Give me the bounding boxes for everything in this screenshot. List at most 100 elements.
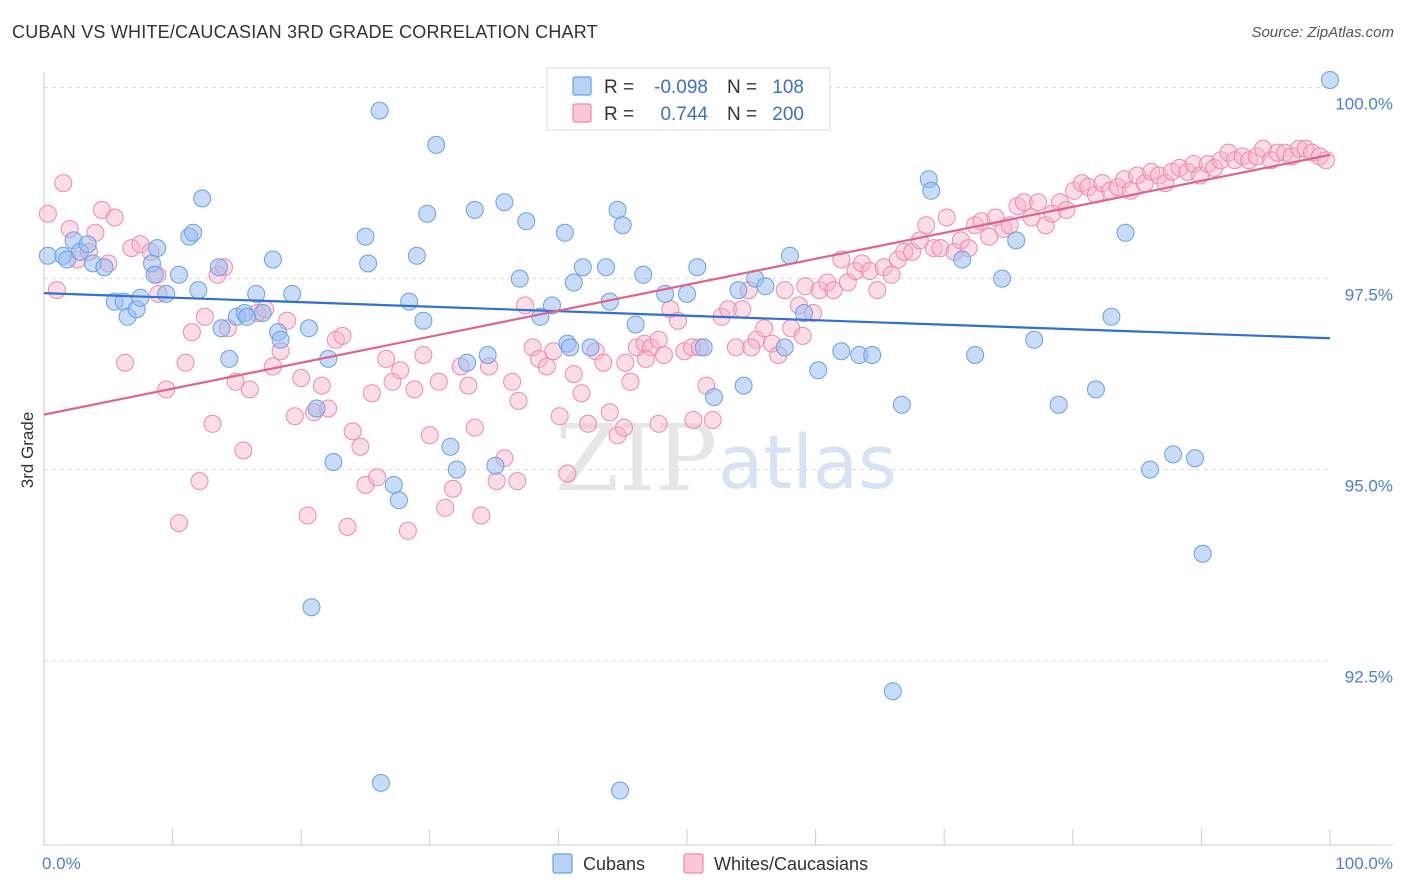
cubans-point xyxy=(238,307,257,326)
cubans-point xyxy=(613,216,632,235)
watermark-zip: ZIP xyxy=(555,405,717,512)
whites-point xyxy=(917,216,936,235)
cubans-point xyxy=(611,781,630,800)
bottom-legend-swatch-cubans xyxy=(552,853,573,874)
cubans-point xyxy=(555,223,574,242)
whites-point xyxy=(544,342,563,361)
cubans-point xyxy=(883,682,902,701)
cubans-point xyxy=(573,258,592,277)
whites-point xyxy=(176,353,195,372)
whites-point xyxy=(860,262,879,280)
cubans-point xyxy=(581,338,600,357)
whites-point xyxy=(523,338,542,357)
cubans-point xyxy=(966,346,985,364)
whites-point xyxy=(1093,174,1112,193)
legend-r-label-2: R = xyxy=(604,104,634,125)
cubans-point xyxy=(263,250,282,269)
whites-point xyxy=(1261,151,1280,170)
whites-point xyxy=(572,384,591,403)
cubans-point xyxy=(157,284,176,303)
whites-point xyxy=(465,418,484,437)
whites-point xyxy=(391,361,410,380)
whites-point xyxy=(333,326,352,345)
cubans-point xyxy=(407,246,426,265)
cubans-point xyxy=(370,101,389,120)
whites-point xyxy=(1036,216,1055,235)
whites-point xyxy=(170,514,188,533)
legend-r-value-2: 0.744 xyxy=(660,104,708,125)
whites-point xyxy=(931,239,950,258)
cubans-point xyxy=(209,258,228,277)
trend-lines xyxy=(43,153,1331,416)
whites-point xyxy=(377,349,396,368)
legend-swatch-whites xyxy=(572,103,592,123)
cubans-point xyxy=(729,281,748,300)
cubans-point xyxy=(184,223,203,242)
cubans-point xyxy=(189,281,208,300)
cubans-point xyxy=(1049,395,1068,414)
cubans-point xyxy=(517,212,536,231)
cubans-point xyxy=(271,330,290,349)
whites-point xyxy=(131,235,150,254)
cubans-point xyxy=(795,304,813,322)
cubans-point xyxy=(400,292,419,311)
whites-point xyxy=(1184,155,1203,173)
whites-point xyxy=(47,281,66,300)
whites-point xyxy=(530,349,549,368)
stats-legend: R = -0.098 N = 108 R = 0.744 N = 200 xyxy=(546,67,831,131)
whites-point xyxy=(292,369,311,387)
cubans-point xyxy=(1007,231,1026,250)
whites-point xyxy=(1205,158,1224,177)
whites-point xyxy=(516,296,534,315)
cubans-point xyxy=(389,491,408,510)
whites-point xyxy=(234,441,253,460)
cubans-point xyxy=(253,304,272,322)
whites-point xyxy=(703,411,722,429)
cubans-point xyxy=(495,193,514,212)
whites-point xyxy=(615,418,633,437)
whites-point xyxy=(429,372,448,391)
cubans-point xyxy=(734,376,753,395)
cubans-point xyxy=(510,269,529,288)
cubans-point xyxy=(694,338,713,357)
cubans-point xyxy=(148,239,167,258)
cubans-point xyxy=(170,265,188,284)
watermark-atlas: atlas xyxy=(718,420,897,506)
cubans-point xyxy=(283,284,302,303)
chart-source: Source: ZipAtlas.com xyxy=(1251,24,1394,41)
bottom-legend-label-whites: Whites/Caucasians xyxy=(714,854,868,874)
cubans-point xyxy=(384,475,403,494)
whites-point xyxy=(846,262,865,280)
whites-point xyxy=(818,273,837,292)
legend-swatch-cubans xyxy=(572,76,592,96)
axes: 92.5% 95.0% 97.5% 100.0% 0.0% 100.0% xyxy=(42,72,1393,873)
cubans-point xyxy=(302,598,321,617)
cubans-point xyxy=(486,456,505,475)
cubans-point xyxy=(356,227,375,246)
whites-point xyxy=(1079,178,1098,196)
cubans-point xyxy=(1321,71,1339,89)
whites-point xyxy=(405,380,424,399)
whites-point xyxy=(621,372,640,391)
whites-point xyxy=(852,254,871,273)
whites-point xyxy=(343,422,362,441)
cubans-point xyxy=(1186,449,1204,468)
legend-r-value-1: -0.098 xyxy=(654,77,708,98)
whites-point xyxy=(182,323,201,342)
whites-point xyxy=(608,426,627,445)
series-legend: Cubans Whites/Caucasians xyxy=(552,853,868,874)
whites-point xyxy=(472,506,491,525)
whites-point xyxy=(951,231,970,250)
data-points xyxy=(38,71,1339,800)
cubans-point xyxy=(247,284,266,303)
cubans-point xyxy=(193,189,212,208)
y-tick-label: 100.0% xyxy=(1335,95,1393,114)
whites-point xyxy=(436,498,455,517)
cubans-point xyxy=(863,346,882,364)
whites-point xyxy=(1014,193,1033,212)
whites-point xyxy=(924,239,943,258)
cubans-point xyxy=(427,135,446,154)
watermark: ZIP atlas xyxy=(555,405,897,512)
whites-point xyxy=(459,376,478,395)
